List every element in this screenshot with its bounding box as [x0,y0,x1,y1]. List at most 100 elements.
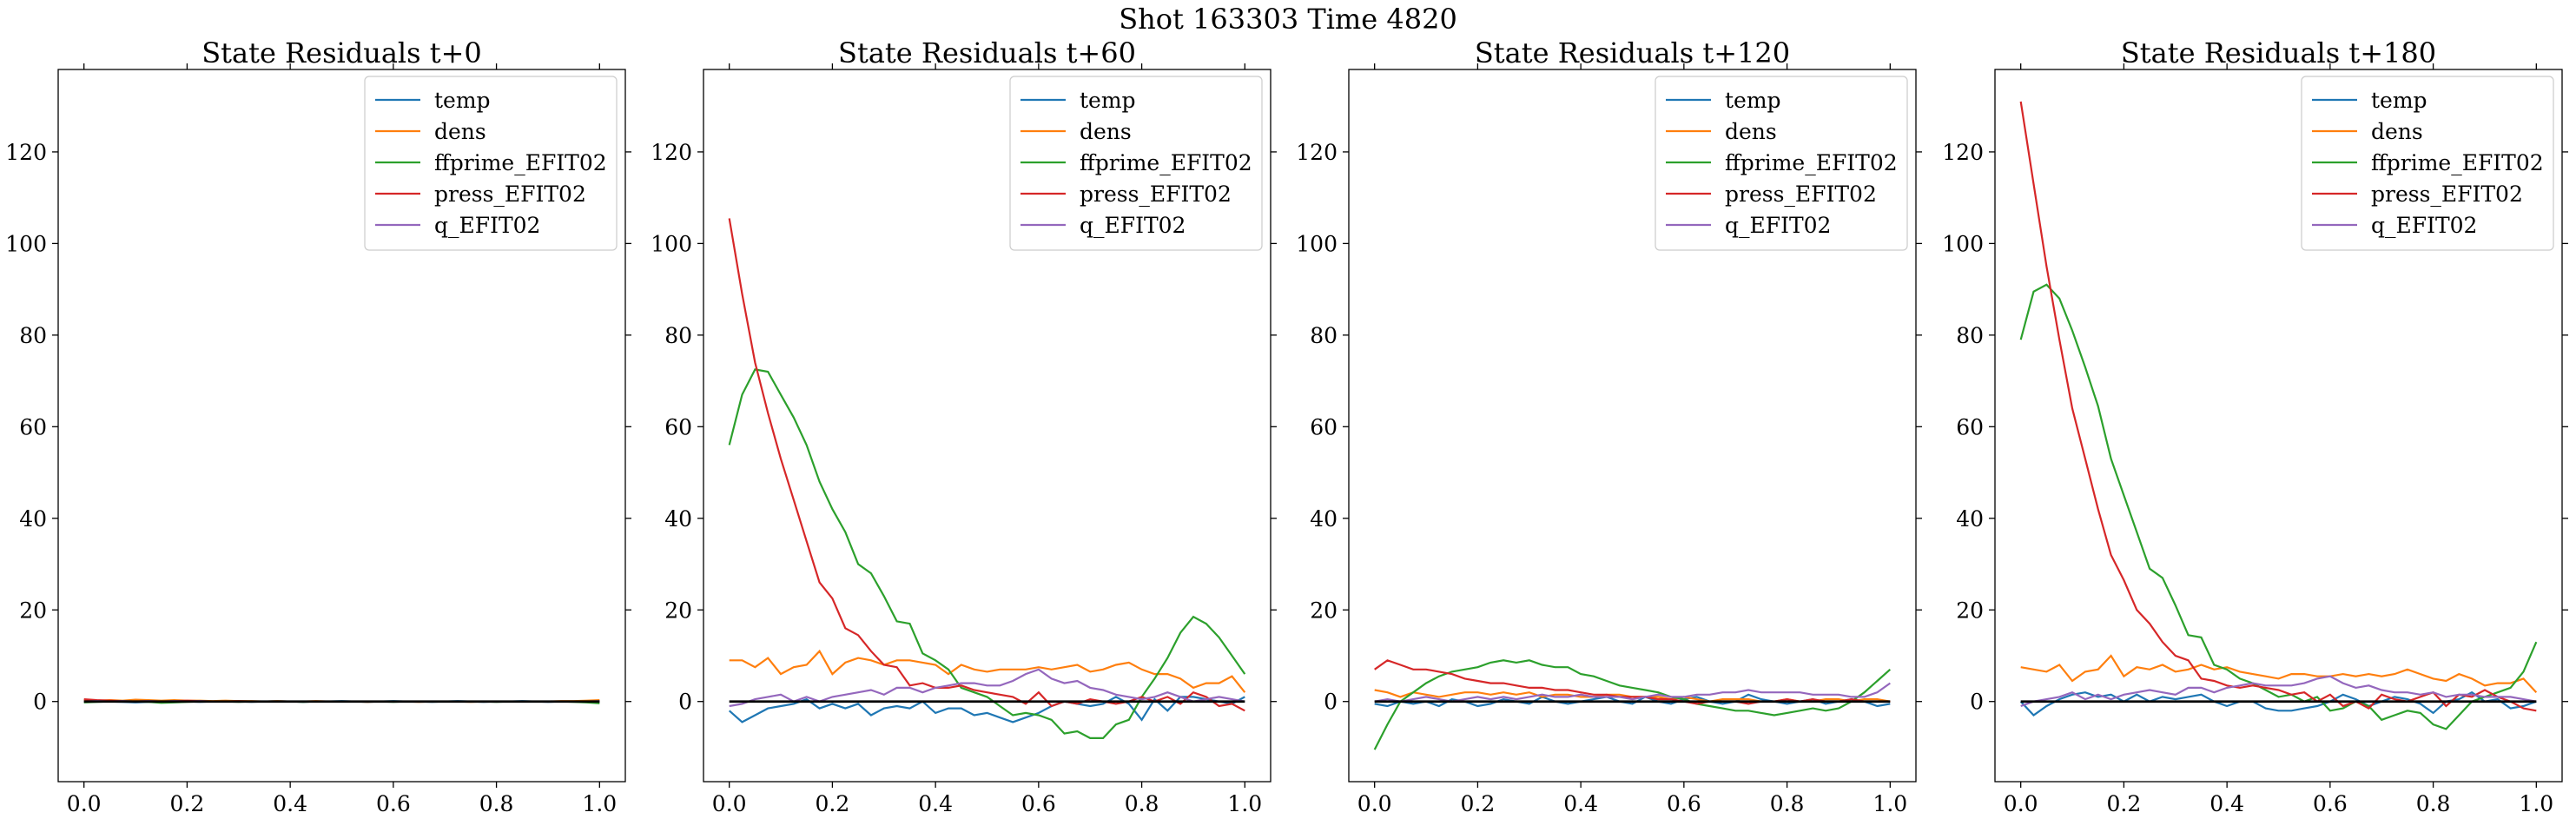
legend: temp dens ffprime_EFIT02 press_EFIT02 q_EFIT… [364,76,618,251]
y-tick-label: 20 [664,598,692,623]
x-tick-label: 0.6 [1667,791,1701,816]
axes-frame [57,69,626,783]
legend-entry: ffprime_EFIT02 [1080,150,1252,175]
x-tick-label: 0.4 [918,791,953,816]
x-tick-label: 0.8 [1125,791,1159,816]
x-tick-label: 0.0 [2004,791,2038,816]
panel-title: State Residuals t+60 [838,36,1136,69]
y-tick-label: 60 [664,414,692,439]
x-tick-label: 1.0 [2519,791,2553,816]
panel-title: State Residuals t+120 [1475,36,1790,69]
series-line-ffprime-efit02 [1373,659,1892,750]
x-tick-label: 0.0 [67,791,102,816]
panel-title: State Residuals t+180 [2121,36,2436,69]
x-tick-label: 0.4 [2209,791,2244,816]
legend-entry: temp [1725,88,1781,113]
legend-entry: dens [1725,119,1777,144]
y-tick-label: 80 [664,323,692,348]
y-tick-label: 100 [1296,231,1338,256]
y-tick-label: 20 [1956,598,1984,623]
legend-entry: dens [2371,119,2423,144]
panel-title: State Residuals t+0 [201,36,482,69]
y-tick-label: 40 [1956,506,1984,532]
x-tick-label: 0.2 [170,791,205,816]
y-tick-label: 80 [1956,323,1984,348]
legend-box [1009,76,1263,251]
panel-t0: State Residuals t+0 0.0 0.2 0.4 0.6 0.8 1.0 0 20… [5,36,631,816]
y-tick-label: 120 [651,140,692,165]
y-tick-label: 20 [19,598,47,623]
legend-entry: press_EFIT02 [1725,182,1877,207]
y-tick-label: 60 [1310,414,1338,439]
panel-t180: State Residuals t+180 0.0 0.2 0.4 0.6 0.8 1.0 0… [1942,36,2568,816]
x-tick-label: 1.0 [1227,791,1262,816]
legend-entry: temp [1080,88,1136,113]
legend: temp dens ffprime_EFIT02 press_EFIT02 q_EFIT… [2301,76,2554,251]
y-tick-label: 40 [1310,506,1338,532]
x-tick-label: 0.8 [1770,791,1805,816]
series-line-ffprime-efit02 [2019,283,2538,730]
legend: temp dens ffprime_EFIT02 press_EFIT02 q_EFIT… [1655,76,1908,251]
legend-entry: dens [434,119,486,144]
axes-frame [703,69,1271,783]
panel-t120: State Residuals t+120 0.0 0.2 0.4 0.6 0.8 1.0 0… [1296,36,1922,816]
x-tick-label: 0.2 [2107,791,2142,816]
y-tick-label: 0 [678,690,692,715]
legend-box [1655,76,1908,251]
y-tick-label: 100 [651,231,692,256]
legend-entry: temp [2371,88,2427,113]
x-tick-label: 0.4 [1563,791,1598,816]
x-tick-label: 0.2 [816,791,850,816]
x-tick-label: 0.6 [2313,791,2348,816]
legend-entry: q_EFIT02 [434,213,540,238]
series-line-q-efit02 [2020,675,2537,708]
series-line-q-efit02 [729,668,1245,708]
legend-box [2301,76,2554,251]
series-line-press-efit02 [1374,659,1891,705]
legend-entry: ffprime_EFIT02 [434,150,607,175]
figure-suptitle: Shot 163303 Time 4820 [1119,3,1457,36]
y-tick-label: 100 [1942,231,1984,256]
legend-entry: press_EFIT02 [434,182,586,207]
panel-t60: State Residuals t+60 0.0 0.2 0.4 0.6 0.8 1.0 0 2… [651,36,1277,816]
series-line-ffprime-efit02 [728,368,1246,740]
y-tick-label: 0 [1970,690,1984,715]
legend-entry: q_EFIT02 [1080,213,1186,238]
y-tick-label: 100 [5,231,47,256]
y-tick-label: 20 [1310,598,1338,623]
x-tick-label: 0.0 [712,791,747,816]
x-tick-label: 0.8 [2416,791,2451,816]
series-line-press-efit02 [728,218,1245,712]
y-tick-label: 60 [19,414,47,439]
legend-box [364,76,618,251]
legend-entry: ffprime_EFIT02 [2371,150,2544,175]
series-line-temp [728,696,1245,723]
legend-entry: temp [434,88,491,113]
x-tick-label: 1.0 [1873,791,1907,816]
legend-entry: press_EFIT02 [2371,182,2523,207]
y-tick-label: 60 [1956,414,1984,439]
y-tick-label: 120 [1942,140,1984,165]
axes-frame [1994,69,2563,783]
x-tick-label: 0.6 [376,791,411,816]
x-tick-label: 1.0 [582,791,617,816]
x-tick-label: 0.4 [273,791,307,816]
y-tick-label: 80 [19,323,47,348]
y-tick-label: 120 [1296,140,1338,165]
y-tick-label: 40 [19,506,47,532]
y-tick-label: 80 [1310,323,1338,348]
axes-frame [1348,69,1917,783]
series-line-q-efit02 [1374,682,1891,703]
legend-entry: q_EFIT02 [1725,213,1831,238]
legend-entry: q_EFIT02 [2371,213,2477,238]
legend-entry: press_EFIT02 [1080,182,1232,207]
legend-entry: dens [1080,119,1132,144]
y-tick-label: 120 [5,140,47,165]
x-tick-label: 0.2 [1461,791,1496,816]
y-tick-label: 40 [664,506,692,532]
series-line-dens [729,649,1246,693]
y-tick-label: 0 [1324,690,1338,715]
legend-entry: ffprime_EFIT02 [1725,150,1898,175]
x-tick-label: 0.6 [1021,791,1056,816]
